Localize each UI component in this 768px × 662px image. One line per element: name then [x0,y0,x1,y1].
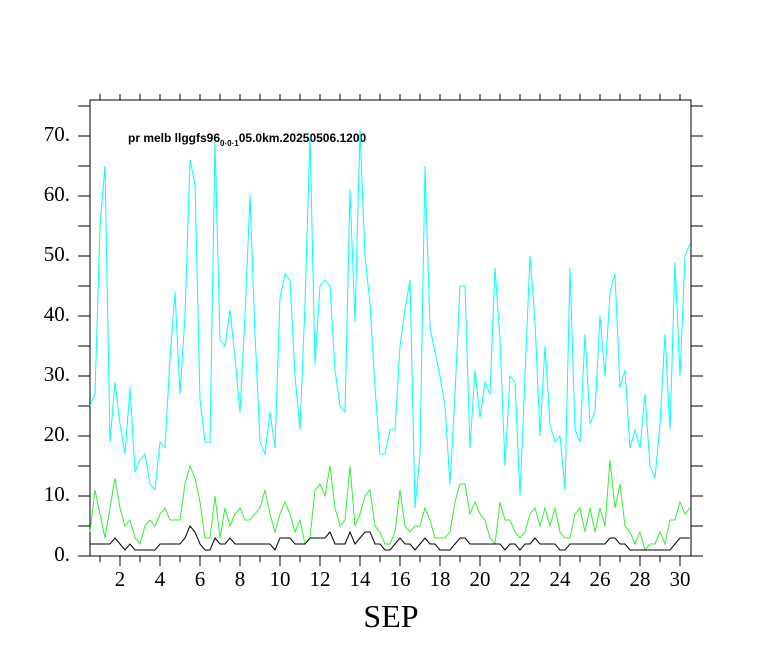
series-line [89,459,691,552]
x-tick-label: 6 [195,567,206,591]
x-tick-label: 30 [670,567,691,591]
x-tick-label: 14 [350,567,372,591]
x-tick-label: 12 [310,567,331,591]
series-line [89,129,691,509]
y-tick-label: 70. [44,122,70,146]
y-tick-label: 60. [44,182,70,206]
y-tick-label: 20. [44,422,70,446]
x-tick-label: 26 [590,567,611,591]
x-tick-label: 24 [550,567,572,591]
y-tick-label: 0. [54,542,70,566]
x-tick-label: 8 [235,567,246,591]
x-tick-label: 22 [510,567,531,591]
series-line [90,525,690,551]
title-sub: 0·0·1 [220,139,239,148]
chart-title: pr melb llggfs960·0·105.0km.20250506.120… [128,131,366,148]
x-tick-label: 18 [430,567,451,591]
x-tick-label: 28 [630,567,651,591]
y-tick-label: 10. [44,482,70,506]
title-main: pr melb llggfs96 [128,131,220,145]
y-tick-label: 50. [44,242,70,266]
x-axis-label: SEP [363,598,418,634]
x-tick-label: 16 [390,567,411,591]
title-rest: 05.0km.20250506.1200 [239,131,367,145]
x-tick-label: 2 [115,567,126,591]
x-tick-label: 10 [270,567,291,591]
y-tick-label: 30. [44,362,70,386]
plot-frame [89,99,692,557]
x-tick-label: 20 [470,567,491,591]
y-tick-label: 40. [44,302,70,326]
x-tick-label: 4 [155,567,166,591]
